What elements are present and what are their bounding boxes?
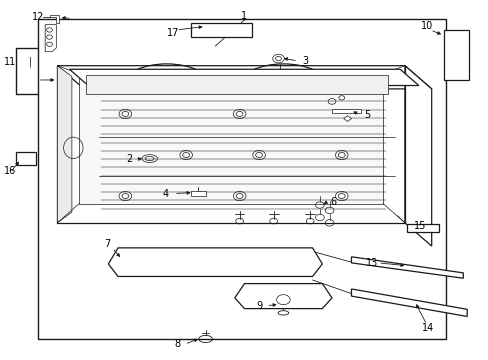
Text: 3: 3 — [302, 57, 308, 66]
Text: 10: 10 — [420, 21, 432, 31]
Polygon shape — [45, 24, 56, 51]
Polygon shape — [57, 66, 404, 223]
Polygon shape — [351, 289, 466, 316]
Text: 2: 2 — [126, 154, 132, 164]
Text: |: | — [29, 57, 32, 67]
Polygon shape — [191, 192, 205, 196]
Polygon shape — [50, 15, 59, 23]
Polygon shape — [86, 75, 387, 94]
Polygon shape — [108, 248, 322, 276]
Text: 1: 1 — [241, 12, 247, 21]
Polygon shape — [79, 74, 382, 203]
Text: 15: 15 — [413, 221, 426, 231]
Text: 14: 14 — [421, 323, 433, 333]
Polygon shape — [331, 109, 361, 113]
Polygon shape — [234, 284, 331, 309]
Text: 16: 16 — [4, 166, 16, 176]
Text: 9: 9 — [256, 301, 262, 311]
Text: 4: 4 — [163, 189, 168, 199]
Text: 12: 12 — [32, 12, 44, 22]
Polygon shape — [443, 30, 468, 80]
Polygon shape — [407, 224, 438, 232]
Bar — [38, 19, 446, 339]
Text: 6: 6 — [329, 197, 335, 207]
Text: 7: 7 — [104, 239, 110, 249]
Polygon shape — [57, 66, 72, 223]
Polygon shape — [69, 69, 418, 86]
Text: 5: 5 — [363, 110, 369, 120]
Text: 11: 11 — [4, 57, 16, 67]
Text: 13: 13 — [365, 258, 377, 268]
Text: 8: 8 — [174, 339, 180, 349]
Polygon shape — [16, 152, 36, 165]
Polygon shape — [191, 23, 251, 37]
Polygon shape — [343, 116, 351, 121]
Polygon shape — [351, 257, 462, 278]
Text: 17: 17 — [167, 28, 179, 38]
Polygon shape — [57, 66, 431, 89]
Polygon shape — [404, 66, 431, 246]
